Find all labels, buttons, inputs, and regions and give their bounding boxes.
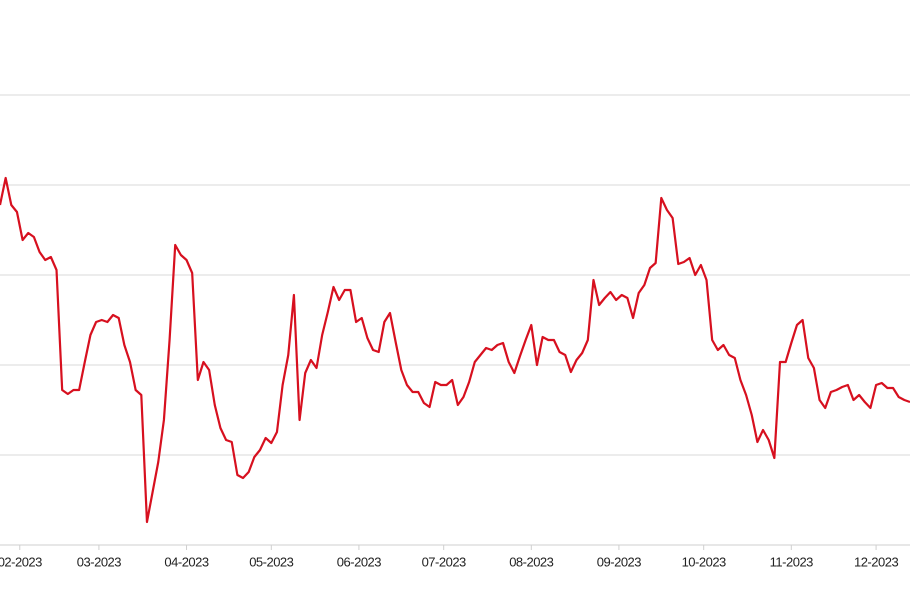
x-tick-label: 03-2023 [77, 554, 121, 569]
x-tick-label: 09-2023 [597, 554, 641, 569]
x-tick-label: 12-2023 [854, 554, 898, 569]
x-tick-label: 11-2023 [770, 554, 814, 569]
x-tick-label: 10-2023 [682, 554, 726, 569]
x-tick-label: 04-2023 [164, 554, 208, 569]
x-tick-label: 02-2023 [0, 554, 42, 569]
x-tick-label: 07-2023 [422, 554, 466, 569]
x-tick-label: 06-2023 [337, 554, 381, 569]
x-tick-label: 05-2023 [249, 554, 293, 569]
x-tick-label: 08-2023 [509, 554, 553, 569]
data-line [0, 176, 910, 524]
